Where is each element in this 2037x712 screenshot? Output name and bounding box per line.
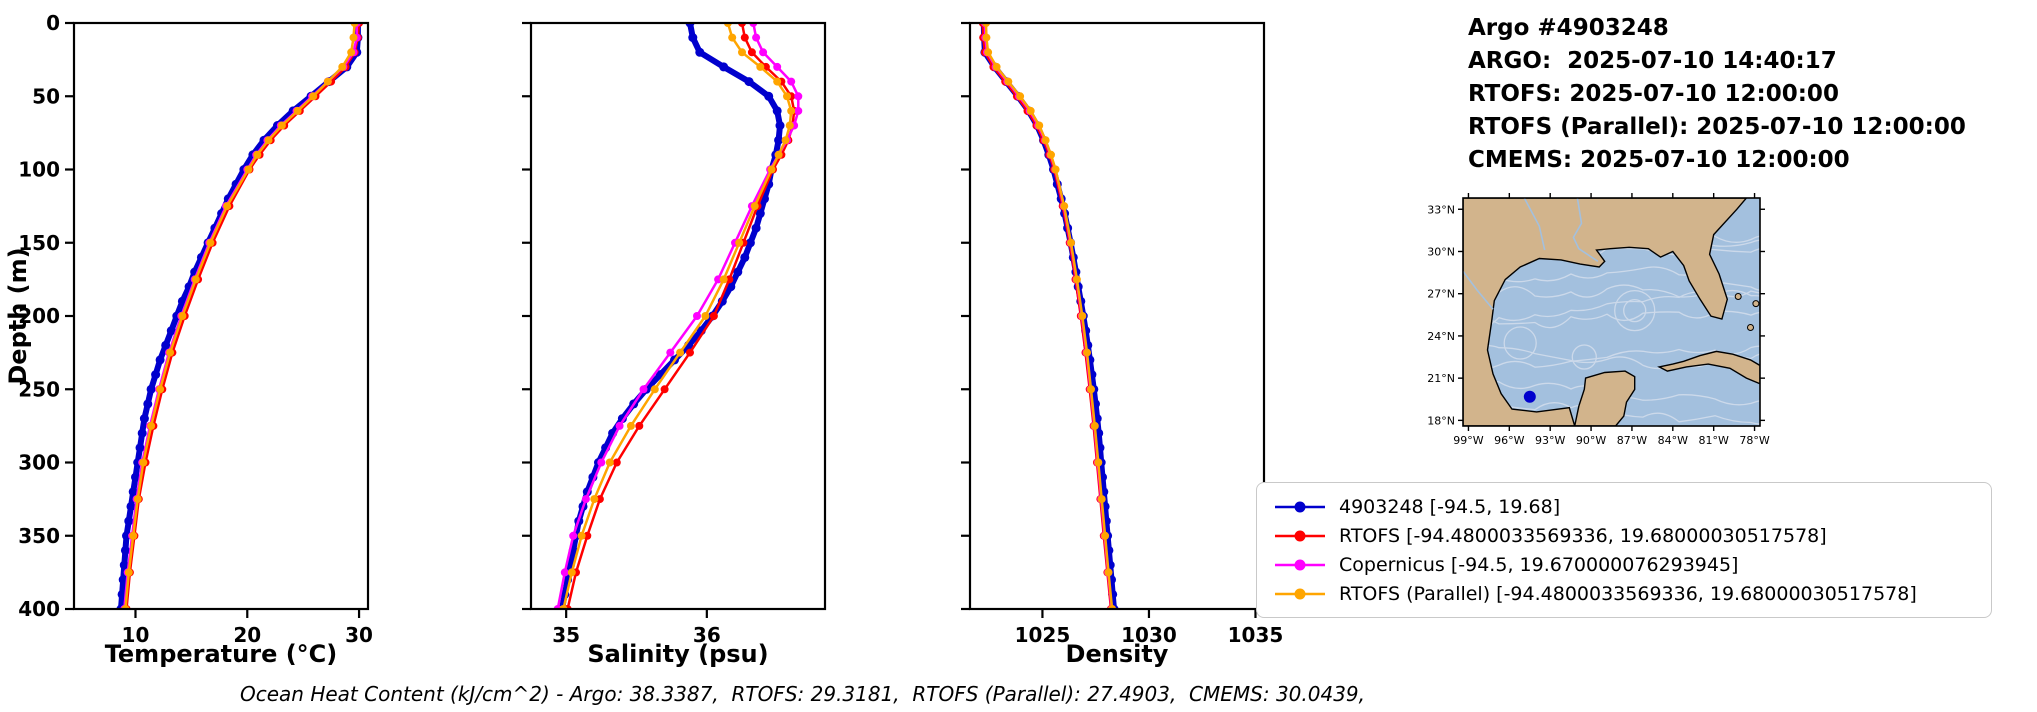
legend-item: Copernicus [-94.5, 19.670000076293945] [1271, 550, 1977, 579]
salinity-profile-chart: 35 36 [522, 21, 827, 647]
x-tick-label: 1030 [1121, 623, 1177, 647]
title-argo-time: ARGO: 2025-07-10 14:40:17 [1468, 48, 1837, 74]
x-tick-label: 1025 [1015, 623, 1071, 647]
y-tick-label: 300 [18, 451, 60, 475]
x-tick-label: 1035 [1228, 623, 1284, 647]
density-profile-chart: 1025 1030 1035 [961, 21, 1284, 647]
y-tick-label: 50 [32, 84, 60, 108]
x-axis-label-salinity: Salinity (psu) [587, 640, 769, 668]
legend-label: 4903248 [-94.5, 19.68] [1339, 495, 1561, 518]
x-axis-label-temperature: Temperature (°C) [104, 640, 338, 668]
map-island [1734, 293, 1742, 300]
map-lat-tick-label: 24°N [1427, 330, 1455, 343]
map-lat-tick-label: 21°N [1427, 372, 1455, 385]
x-tick-label: 20 [233, 623, 261, 647]
legend-label: Copernicus [-94.5, 19.670000076293945] [1339, 553, 1739, 576]
y-tick-label: 400 [18, 597, 60, 621]
title-rtofs-time: RTOFS: 2025-07-10 12:00:00 [1468, 81, 1839, 107]
series-rtofs-parallel- [982, 22, 1117, 610]
map-lon-tick-label: 78°W [1739, 434, 1769, 447]
legend-marker-icon [1275, 530, 1325, 541]
legend-item: 4903248 [-94.5, 19.68] [1271, 492, 1977, 521]
map-island [1747, 324, 1754, 331]
y-axis-label-depth: Depth (m) [4, 247, 32, 385]
legend-marker-icon [1275, 588, 1325, 599]
map-island [1752, 300, 1760, 308]
legend-item: RTOFS [-94.4800033569336, 19.68000030517… [1271, 521, 1977, 550]
map-lat-tick-label: 33°N [1427, 203, 1455, 216]
map-lon-tick-label: 90°W [1576, 434, 1606, 447]
map-lon-tick-label: 81°W [1698, 434, 1728, 447]
map-river [1463, 270, 1494, 310]
legend-item: RTOFS (Parallel) [-94.4800033569336, 19.… [1271, 579, 1977, 608]
location-map: 33°N 30°N 27°N 24°N 21°N 18°N 99°W 96°W 93°W 90°W… [1427, 193, 1770, 447]
map-river [1572, 198, 1599, 262]
x-tick-label: 36 [693, 623, 721, 647]
legend-marker-icon [1275, 559, 1325, 570]
map-river [1523, 198, 1546, 251]
y-tick-label: 250 [18, 377, 60, 401]
map-lon-tick-label: 93°W [1535, 434, 1565, 447]
map-lat-tick-label: 30°N [1427, 245, 1455, 258]
y-tick-label: 350 [18, 524, 60, 548]
legend: 4903248 [-94.5, 19.68] RTOFS [-94.4800033… [1256, 482, 1992, 618]
map-lon-tick-label: 87°W [1617, 434, 1647, 447]
map-lat-tick-label: 27°N [1427, 288, 1455, 301]
map-lon-tick-label: 99°W [1453, 434, 1483, 447]
title-cmems-time: CMEMS: 2025-07-10 12:00:00 [1468, 147, 1850, 173]
x-tick-label: 30 [345, 623, 373, 647]
y-tick-label: 100 [18, 158, 60, 182]
x-axis-label-density: Density [1065, 640, 1169, 668]
map-land [1463, 198, 1760, 426]
ocean-heat-content-footer: Ocean Heat Content (kJ/cm^2) - Argo: 38.… [240, 682, 1366, 706]
legend-label: RTOFS (Parallel) [-94.4800033569336, 19.… [1339, 582, 1917, 605]
y-tick-label: 200 [18, 304, 60, 328]
x-tick-label: 35 [552, 623, 580, 647]
series-rtofs-parallel- [559, 22, 796, 610]
map-lon-tick-label: 96°W [1494, 434, 1524, 447]
title-rtofs-parallel-time: RTOFS (Parallel): 2025-07-10 12:00:00 [1468, 114, 1966, 140]
x-tick-label: 10 [122, 623, 150, 647]
legend-marker-icon [1275, 501, 1325, 512]
map-lon-tick-label: 84°W [1658, 434, 1688, 447]
argo-float-position-marker [1523, 390, 1536, 403]
series-rtofs-parallel- [121, 22, 359, 610]
map-lat-tick-label: 18°N [1427, 414, 1455, 427]
y-tick-label: 150 [18, 231, 60, 255]
legend-label: RTOFS [-94.4800033569336, 19.68000030517… [1339, 524, 1827, 547]
y-tick-label: 0 [46, 11, 60, 35]
title-block: Argo #4903248 ARGO: 2025-07-10 14:40:17 … [1468, 12, 1966, 177]
title-float-id: Argo #4903248 [1468, 15, 1669, 41]
